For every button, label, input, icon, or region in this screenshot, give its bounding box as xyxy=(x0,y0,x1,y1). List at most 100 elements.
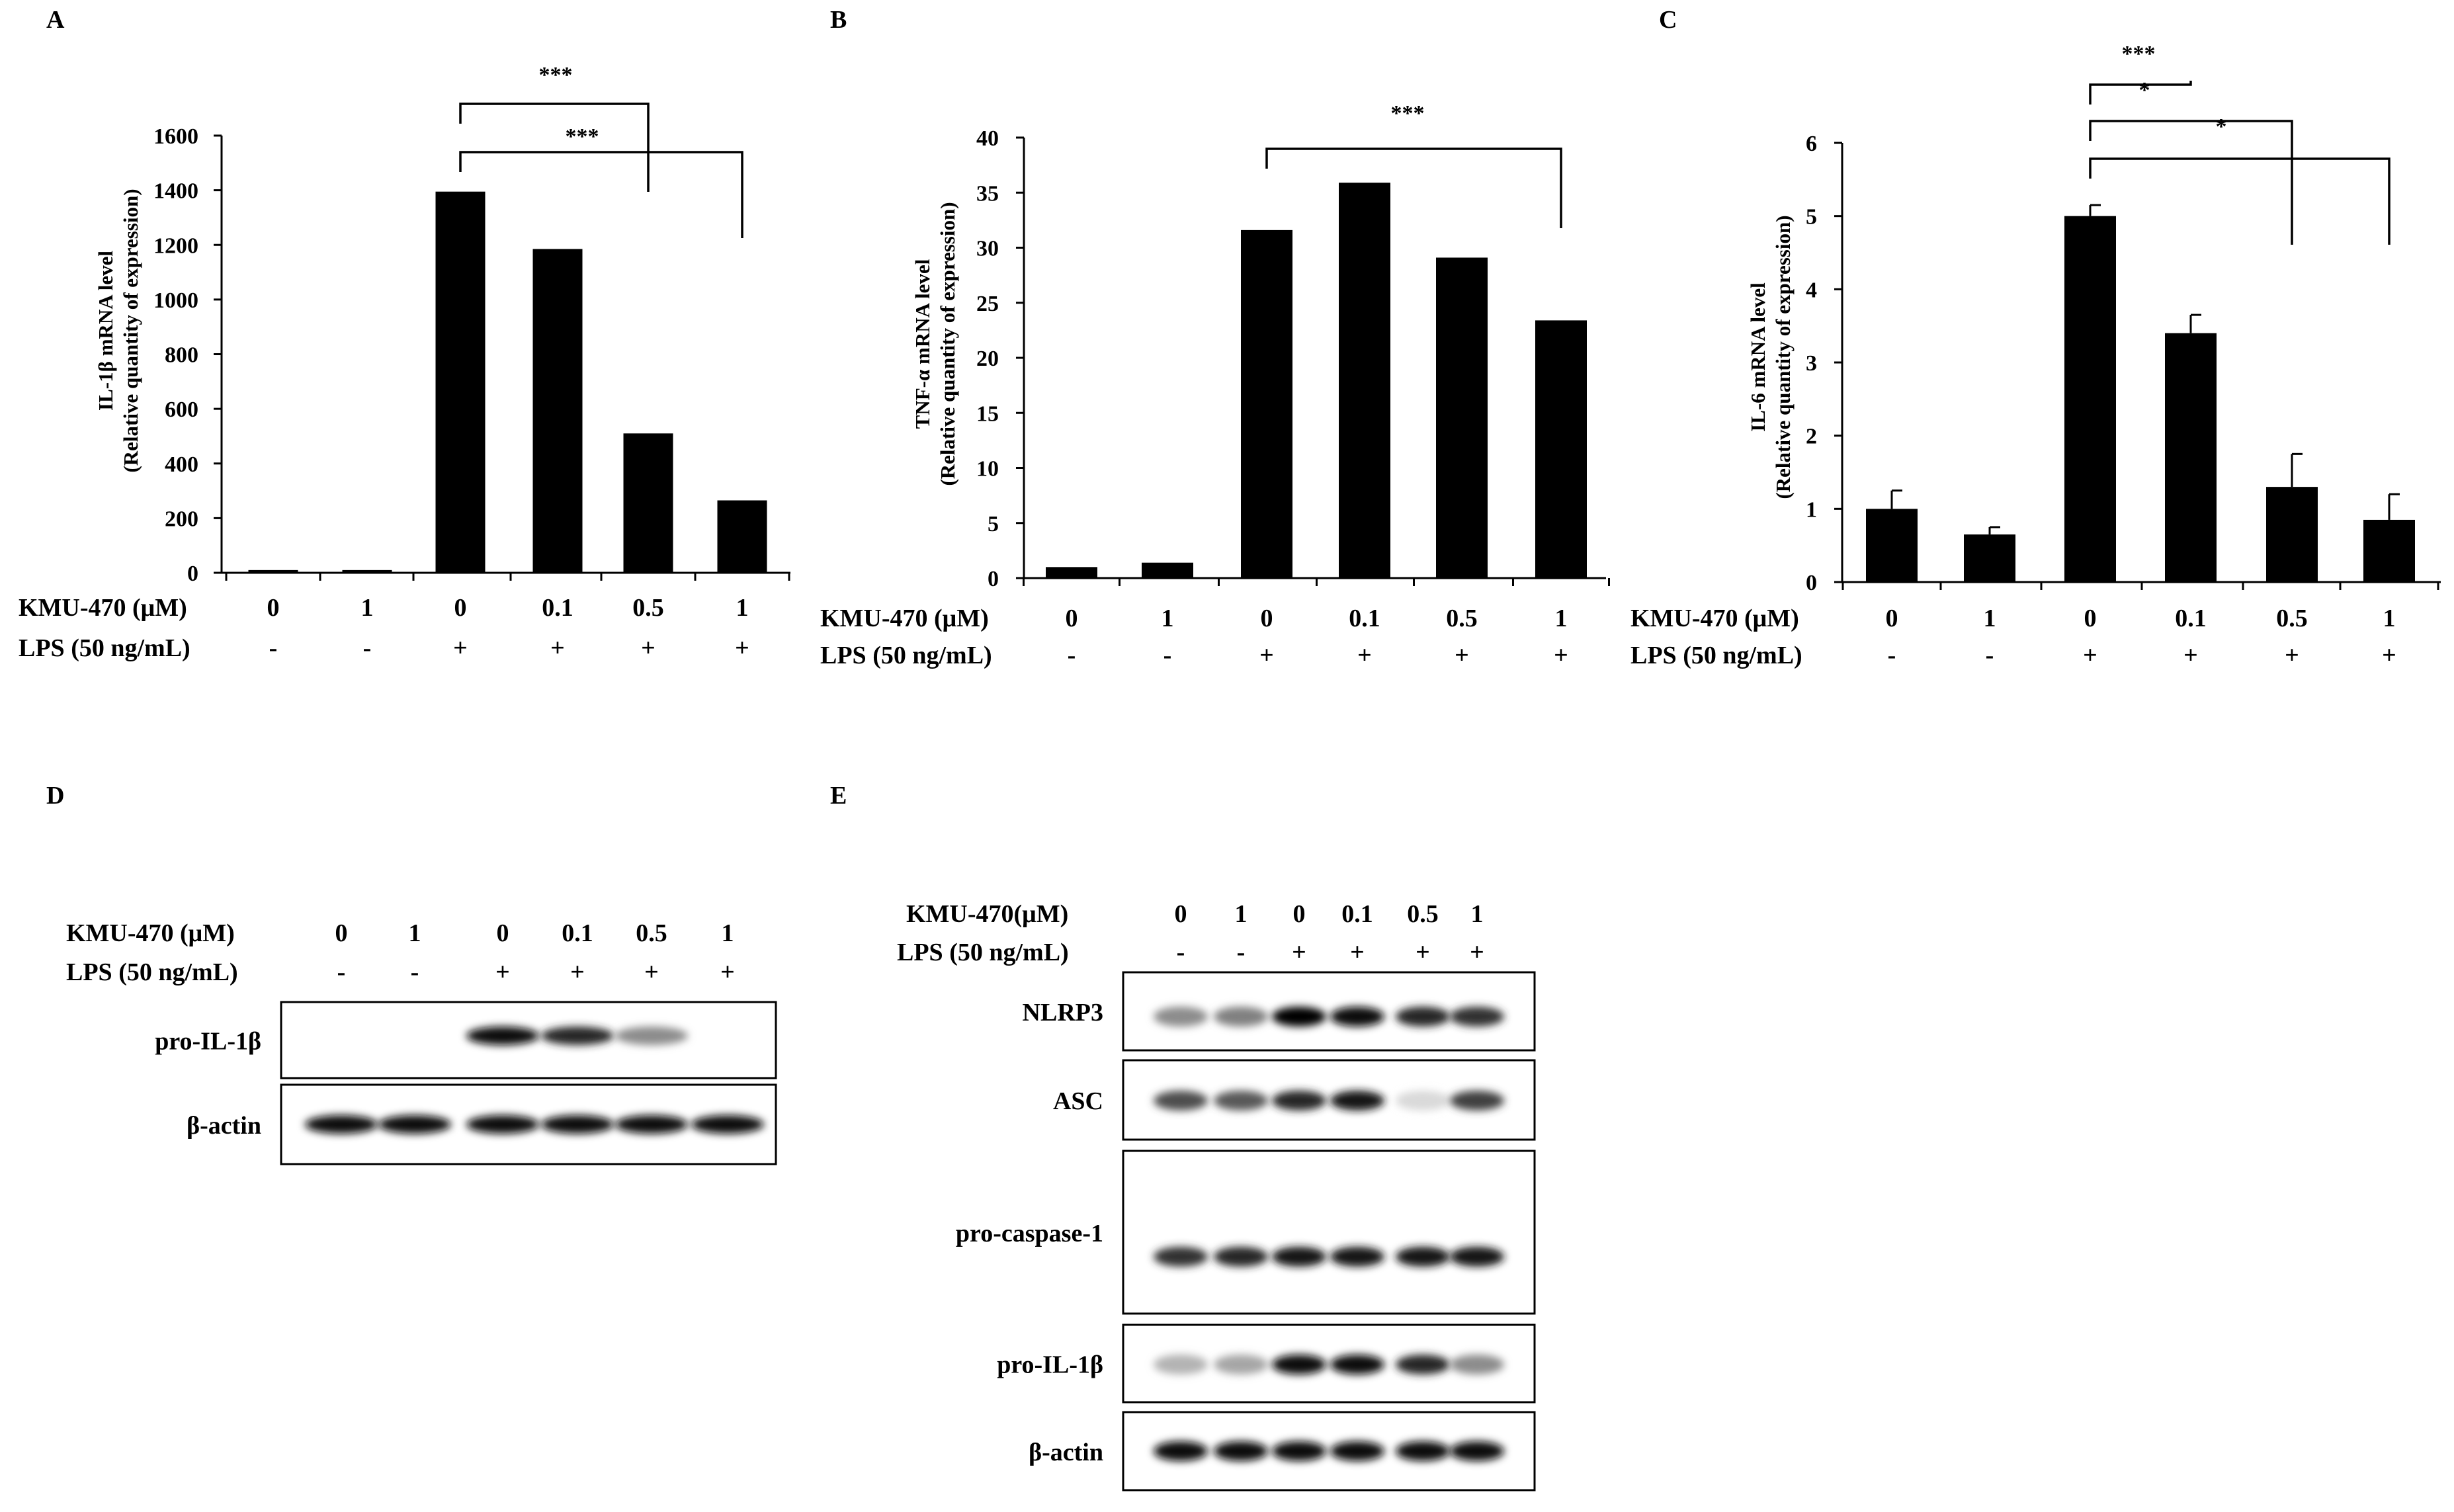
kmu-value-label: 0 xyxy=(1293,900,1306,928)
bar xyxy=(2363,519,2415,582)
significance-label: *** xyxy=(2122,42,2156,66)
kmu-row-label: KMU-470 (μM) xyxy=(19,594,187,622)
kmu-value-label: 0.5 xyxy=(1407,900,1439,928)
y-tick-label: 3 xyxy=(1806,351,1817,376)
lps-row-label: LPS (50 ng/mL) xyxy=(1630,642,1802,669)
y-axis-label-line1: IL-1β mRNA level xyxy=(94,251,117,411)
panel-letter-a: A xyxy=(46,6,65,34)
bar xyxy=(2165,333,2217,582)
y-tick-label: 35 xyxy=(976,181,999,206)
kmu-value-label: 1 xyxy=(722,919,734,947)
lps-value-label: - xyxy=(1888,642,1896,669)
protein-band xyxy=(615,1115,688,1134)
protein-label: pro-caspase-1 xyxy=(956,1220,1103,1247)
lps-value-label: - xyxy=(363,634,372,662)
protein-band xyxy=(1154,1441,1208,1461)
y-tick-label: 600 xyxy=(165,398,198,422)
y-tick-label: 1 xyxy=(1806,497,1817,522)
lps-value-label: + xyxy=(644,958,659,986)
kmu-value-label: 1 xyxy=(361,594,374,622)
y-axis-label: IL-6 mRNA level (Relative quantity of ex… xyxy=(1746,215,1795,499)
protein-band xyxy=(1214,1355,1268,1374)
y-tick-label: 5 xyxy=(1806,205,1817,230)
lps-row-label: LPS (50 ng/mL) xyxy=(19,634,190,662)
significance-label: *** xyxy=(539,63,573,87)
kmu-value-label: 0.5 xyxy=(2276,605,2308,632)
lps-value-label: + xyxy=(1350,939,1365,966)
significance-label: *** xyxy=(1391,101,1425,126)
lps-row-label: LPS (50 ng/mL) xyxy=(820,642,992,669)
y-tick-label: 20 xyxy=(976,347,999,371)
western-blot-d: KMU-470 (μM) LPS (50 ng/mL) 0 1 0 0.1 0.5 1 - -… xyxy=(66,919,777,1165)
lps-value-label: + xyxy=(1416,939,1430,966)
significance-label: *** xyxy=(566,124,599,149)
lps-value-label: + xyxy=(495,958,510,986)
bar xyxy=(2064,216,2116,583)
kmu-value-label: 0 xyxy=(1261,605,1273,632)
protein-band xyxy=(541,1027,614,1045)
protein-band xyxy=(1330,1091,1384,1111)
lps-value-label: + xyxy=(2083,642,2097,669)
y-tick-label: 0 xyxy=(988,567,999,591)
y-tick-label: 1600 xyxy=(153,124,198,149)
kmu-value-label: 0.1 xyxy=(1341,900,1373,928)
bar xyxy=(1241,230,1292,578)
kmu-row-label: KMU-470 (μM) xyxy=(1630,605,1799,632)
kmu-value-label: 0.5 xyxy=(632,594,664,622)
y-axis-label-line2: (Relative quantity of expression) xyxy=(119,189,142,472)
protein-band xyxy=(1272,1247,1326,1267)
protein-band xyxy=(1450,1007,1504,1027)
y-tick-label: 30 xyxy=(976,237,999,261)
protein-band xyxy=(1272,1091,1326,1111)
kmu-value-label: 0.1 xyxy=(542,594,573,622)
y-tick-label: 6 xyxy=(1806,132,1817,156)
protein-band xyxy=(466,1115,539,1134)
y-tick-label: 0 xyxy=(187,562,198,586)
protein-band xyxy=(1330,1355,1384,1374)
protein-band xyxy=(1450,1355,1504,1374)
kmu-value-label: 0.5 xyxy=(1446,605,1478,632)
protein-band xyxy=(541,1115,614,1134)
kmu-value-label: 0 xyxy=(267,594,280,622)
bar xyxy=(1866,509,1918,582)
protein-band xyxy=(1396,1355,1450,1374)
kmu-value-label: 0 xyxy=(1175,900,1187,928)
y-axis-label: TNF-α mRNA level (Relative quantity of e… xyxy=(911,202,959,485)
kmu-value-label: 0.1 xyxy=(562,919,593,947)
bar xyxy=(717,500,767,573)
protein-band xyxy=(1272,1355,1326,1374)
chart-c: IL-6 mRNA level (Relative quantity of ex… xyxy=(1630,42,2441,669)
bar xyxy=(2266,487,2318,582)
kmu-value-label: 1 xyxy=(409,919,421,947)
protein-band xyxy=(1450,1441,1504,1461)
significance-label: * xyxy=(2216,114,2227,139)
kmu-row-label: KMU-470 (μM) xyxy=(820,605,989,632)
y-tick-label: 5 xyxy=(988,512,999,536)
lps-value-label: - xyxy=(411,958,419,986)
protein-band xyxy=(1214,1007,1268,1027)
kmu-value-label: 1 xyxy=(2383,605,2396,632)
protein-band xyxy=(1214,1247,1268,1267)
protein-band xyxy=(1330,1007,1384,1027)
panel-letter-d: D xyxy=(46,782,64,810)
bar xyxy=(1339,183,1390,578)
lps-value-label: + xyxy=(570,958,585,986)
lps-value-label: - xyxy=(1986,642,1994,669)
protein-band xyxy=(305,1115,378,1134)
panel-letter-c: C xyxy=(1659,6,1677,34)
lps-value-label: + xyxy=(2285,642,2299,669)
lps-value-label: + xyxy=(641,634,656,662)
lps-value-label: + xyxy=(1470,939,1484,966)
kmu-value-label: 1 xyxy=(736,594,749,622)
y-tick-label: 15 xyxy=(976,401,999,426)
lps-value-label: + xyxy=(720,958,735,986)
protein-band xyxy=(1450,1247,1504,1267)
bar xyxy=(1046,567,1097,578)
lps-value-label: + xyxy=(1259,642,1274,669)
bar xyxy=(1964,534,2015,582)
bar xyxy=(248,569,298,573)
bar xyxy=(623,433,673,573)
panel-letter-b: B xyxy=(830,6,847,34)
bar xyxy=(435,191,486,573)
